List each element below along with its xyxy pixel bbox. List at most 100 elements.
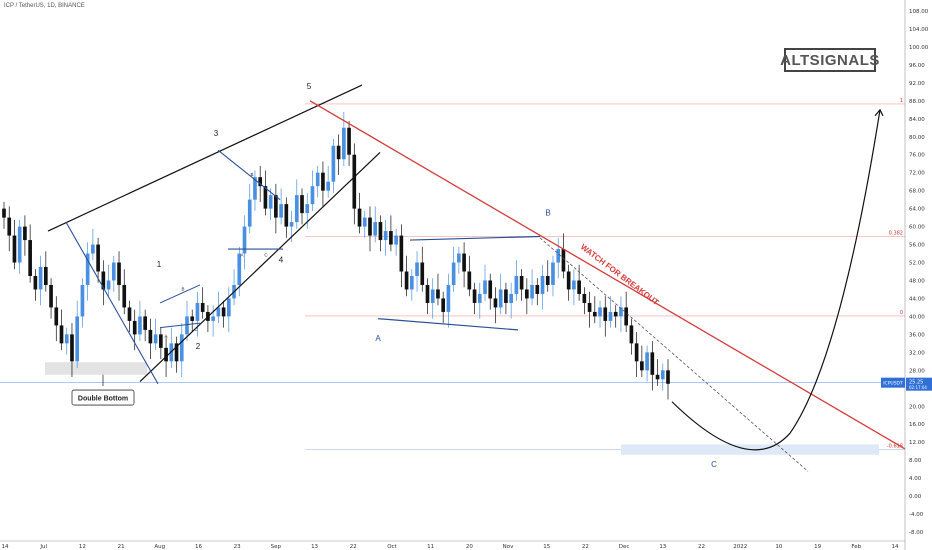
candle-body — [462, 253, 466, 272]
candle-body — [592, 311, 597, 317]
candle-body — [613, 311, 618, 317]
time-tick-label: 19 — [814, 544, 821, 550]
wave-label: 1 — [157, 260, 162, 269]
candle-body — [603, 307, 608, 321]
triangle-bottom — [159, 322, 201, 329]
time-axis: 14 Jul 12 21 Aug 16 23 Sep 13 22 Oct 11 20 Nov 15 22 Dec… — [0, 540, 905, 550]
small-wave-label: B — [181, 286, 184, 291]
candle-body — [38, 267, 43, 290]
candle-body — [399, 235, 404, 272]
candle-body — [91, 244, 95, 254]
candle-body — [666, 370, 670, 384]
price-axis: 108.00104.00100.0096.0092.0088.0084.0080… — [881, 0, 932, 550]
time-tick-label: 15 — [543, 544, 550, 550]
candle-body — [451, 262, 456, 285]
double-bottom-label: Double Bottom — [78, 396, 128, 403]
candle-body — [279, 204, 283, 218]
candle-body — [483, 280, 487, 294]
projection-curve — [671, 109, 881, 451]
candle-body — [321, 172, 325, 191]
candle-body — [525, 289, 529, 299]
candle-body — [545, 275, 550, 285]
dashed-projection — [539, 237, 809, 472]
price-tick-label: 108.00 — [909, 9, 929, 15]
candle-body — [111, 262, 116, 281]
price-tick-label: 44.00 — [909, 296, 925, 302]
time-tick-label: 22 — [698, 544, 705, 550]
candle-body — [420, 262, 425, 285]
candle-body — [566, 271, 571, 290]
candle-body — [467, 271, 472, 290]
candle-body — [70, 334, 74, 362]
candle-body — [540, 275, 545, 294]
candle-body — [368, 217, 372, 236]
candle-body — [268, 195, 273, 209]
candle-body — [300, 195, 304, 214]
candle-body — [383, 231, 388, 241]
small-wave-label: B — [250, 172, 253, 177]
candle-body — [216, 307, 221, 317]
time-tick-label: Dec — [619, 544, 630, 550]
candle-body — [226, 298, 231, 317]
watch-breakout-label: WATCH FOR BREAKOUT — [579, 242, 661, 307]
price-tick-label: 60.00 — [909, 225, 925, 231]
candle-body — [446, 284, 451, 312]
price-tick-label: 36.00 — [909, 332, 925, 338]
candle-body — [310, 186, 315, 205]
price-tick-label: 52.00 — [909, 261, 925, 267]
candle-body — [315, 172, 320, 187]
candle-body — [457, 253, 461, 263]
price-tag-value: 25.25 — [909, 380, 923, 386]
candle-body — [284, 204, 289, 227]
candle-body — [153, 334, 158, 344]
candle-body — [305, 204, 310, 214]
candle-body — [629, 325, 634, 344]
time-tick-label: 13 — [311, 544, 318, 550]
candle-body — [551, 262, 555, 285]
time-tick-label: 20 — [466, 544, 473, 550]
candle-body — [28, 240, 32, 276]
wave-label: 5 — [307, 82, 312, 91]
wave-3-4-line — [217, 149, 281, 201]
range-bottom-line — [377, 318, 519, 331]
candle-body — [237, 253, 242, 285]
abc-label: C — [711, 460, 717, 469]
price-tick-label: 68.00 — [909, 189, 925, 195]
candle-body — [352, 154, 357, 209]
small-wave-label: C — [264, 253, 268, 258]
candle-body — [179, 334, 184, 362]
time-tick-label: 14 — [2, 544, 9, 550]
candle-body — [17, 226, 22, 263]
candle-body — [561, 249, 566, 272]
chart-title: ICP / TetherUS, 1D, BINANCE — [4, 3, 85, 9]
candle-body — [650, 352, 655, 375]
candle-body — [80, 284, 85, 317]
candle-body — [242, 226, 247, 254]
candle-body — [263, 186, 268, 209]
price-tick-label: 28.00 — [909, 368, 925, 374]
candle-body — [378, 222, 383, 241]
candle-body — [253, 177, 257, 200]
candle-body — [59, 325, 64, 344]
candle-body — [127, 307, 132, 321]
candle-body — [362, 217, 367, 227]
candle-body — [96, 244, 100, 272]
candle-body — [430, 289, 435, 303]
candle-body — [75, 316, 80, 362]
brand-logo: ALTSIGNALS — [780, 48, 879, 72]
small-wave-label: A — [240, 253, 243, 258]
time-tick-label: Jul — [39, 544, 47, 550]
candle-body — [143, 316, 147, 330]
time-tick-label: 11 — [427, 544, 434, 550]
drawings: 1 2 3 4 5 A B C A B C A B C Double Bottom WATCH FOR BRE… — [47, 82, 906, 472]
fib-label: 1 — [900, 98, 903, 104]
candle-body — [535, 284, 540, 294]
candle-body — [415, 262, 419, 276]
candle-body — [274, 195, 278, 218]
range-top-line — [409, 235, 541, 241]
time-tick-label: 12 — [79, 544, 86, 550]
candle-body — [54, 307, 59, 326]
candle-body — [572, 280, 576, 290]
price-tick-label: 76.00 — [909, 153, 925, 159]
